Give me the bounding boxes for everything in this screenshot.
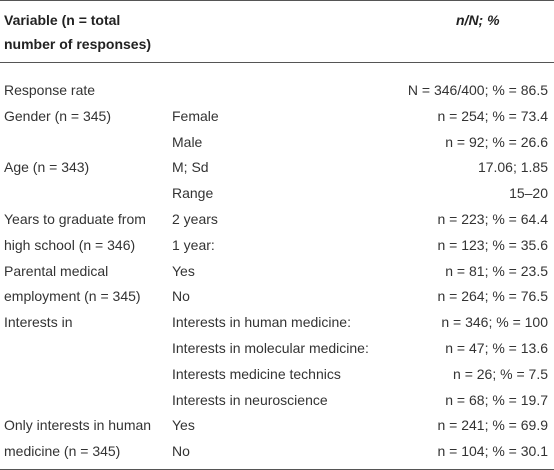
top-rule	[0, 0, 554, 1]
level-cell: 2 years	[172, 211, 218, 227]
header-variable-line: number of responses)	[4, 36, 152, 52]
variable-cell: Years to graduate from	[4, 211, 146, 227]
level-cell: Interests in molecular medicine:	[172, 340, 369, 356]
value-cell: n = 68; % = 19.7	[445, 391, 548, 408]
variable-cell: high school (n = 346)	[4, 236, 136, 253]
value-cell: n = 92; % = 26.6	[445, 133, 548, 150]
level-cell: 1 year:	[172, 236, 215, 253]
header-variable-line: Variable (n = total	[4, 12, 121, 28]
value-cell: 17.06; 1.85	[477, 159, 548, 176]
variable-cell: employment (n = 345)	[4, 288, 141, 305]
variable-cell: Gender (n = 345)	[4, 107, 112, 124]
value-cell: n = 254; % = 73.4	[437, 107, 548, 124]
value-cell: 15–20	[509, 185, 548, 202]
variable-cell: medicine (n = 345)	[4, 443, 121, 460]
level-cell: M; Sd	[172, 159, 209, 176]
level-cell: Interests medicine technics	[172, 365, 341, 382]
header-value: n/N; %	[456, 12, 500, 28]
level-cell: Interests in neuroscience	[172, 391, 328, 408]
variable-cell: Interests in	[4, 314, 73, 331]
header-rule	[0, 62, 554, 63]
value-cell: n = 346; % = 100	[441, 314, 548, 331]
level-cell: Male	[172, 133, 203, 150]
variable-cell: Only interests in human	[4, 417, 152, 434]
value-cell: n = 264; % = 76.5	[437, 288, 548, 305]
level-cell: Interests in human medicine:	[172, 314, 351, 331]
level-cell: No	[172, 443, 190, 460]
value-cell: N = 346/400; % = 86.5	[407, 82, 548, 98]
level-cell: Yes	[172, 417, 195, 434]
level-cell: Female	[172, 107, 219, 124]
level-cell: No	[172, 288, 190, 305]
variable-cell: Parental medical	[4, 262, 109, 279]
value-cell: n = 47; % = 13.6	[445, 340, 548, 356]
variable-cell: Age (n = 343)	[4, 159, 90, 176]
value-cell: n = 241; % = 69.9	[437, 417, 548, 434]
value-cell: n = 26; % = 7.5	[453, 365, 548, 382]
variable-cell: Response rate	[4, 82, 96, 98]
level-cell: Yes	[172, 262, 195, 279]
value-cell: n = 123; % = 35.6	[437, 236, 548, 253]
level-cell: Range	[172, 185, 214, 202]
value-cell: n = 81; % = 23.5	[445, 262, 548, 279]
value-cell: n = 223; % = 64.4	[437, 211, 548, 227]
value-cell: n = 104; % = 30.1	[437, 443, 548, 460]
